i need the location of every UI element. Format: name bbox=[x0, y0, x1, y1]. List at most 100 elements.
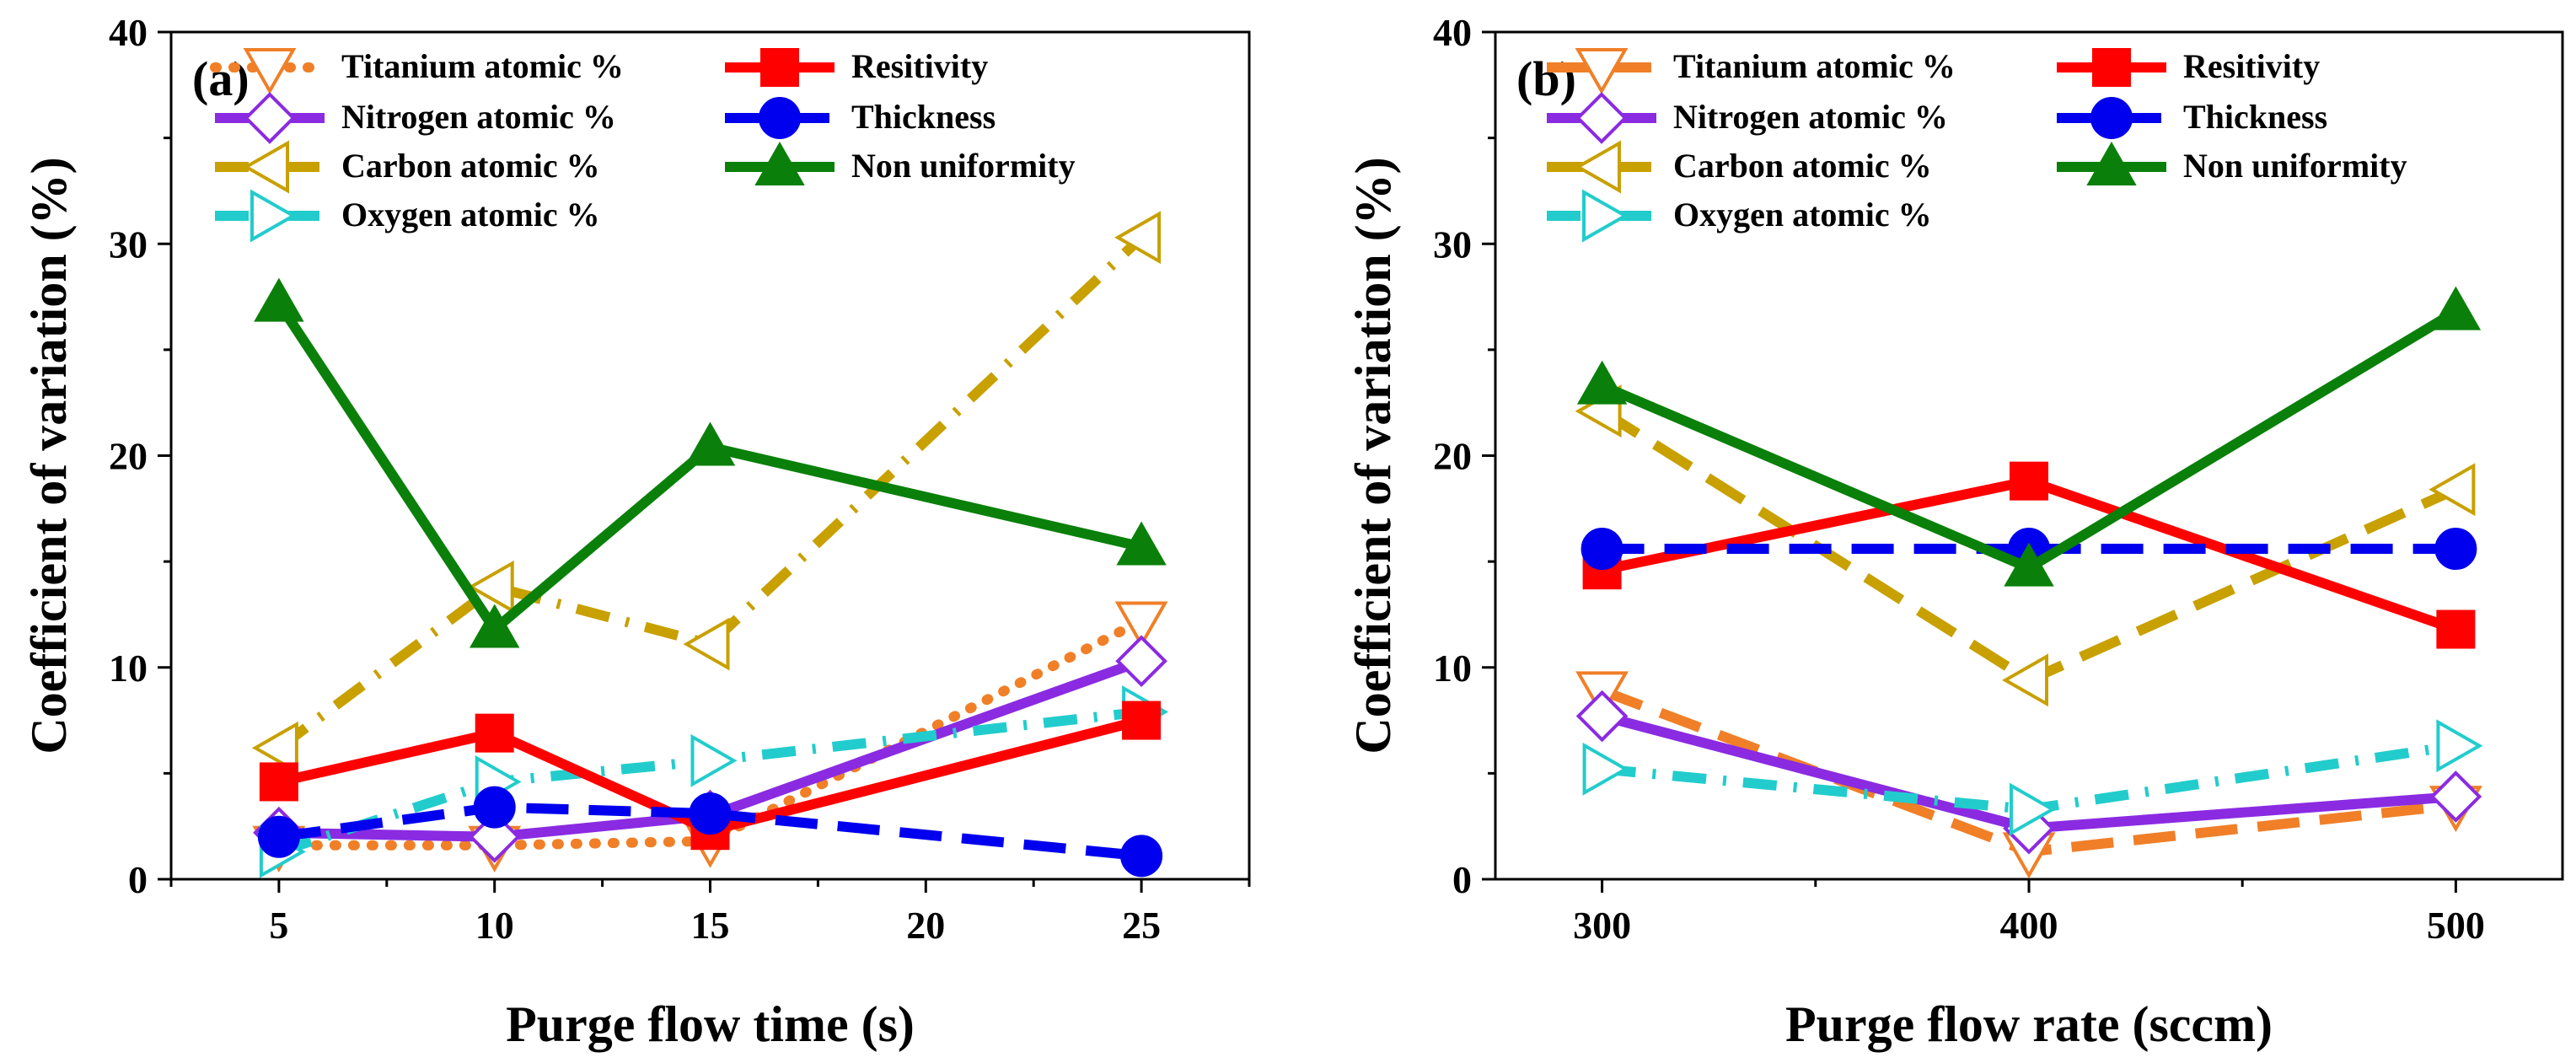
legend-entry-a-oxygen-atomic: Oxygen atomic % bbox=[215, 189, 600, 243]
x-tick-label-a-1: 10 bbox=[475, 904, 514, 947]
legend-marker-a-thickness bbox=[759, 97, 801, 139]
legend-marker-a-resitivity bbox=[760, 48, 799, 87]
data-point-a-carbon-atomic-2 bbox=[683, 617, 730, 671]
legend-marker-b-oxygen-atomic bbox=[1582, 189, 1629, 243]
legend-label-b-titanium-atomic: Titanium atomic % bbox=[1673, 47, 1956, 85]
data-point-b-carbon-atomic-2 bbox=[2428, 463, 2476, 517]
legend-label-b-carbon-atomic: Carbon atomic % bbox=[1673, 147, 1932, 185]
legend-marker-a-nitrogen-atomic bbox=[244, 92, 296, 144]
y-axis-title-b: Coefficient of variation (%) bbox=[1345, 157, 1401, 754]
data-point-a-thickness-1 bbox=[473, 786, 516, 829]
x-tick-label-a-0: 5 bbox=[269, 904, 288, 947]
data-point-a-resitivity-1 bbox=[475, 713, 514, 753]
data-point-b-carbon-atomic-1 bbox=[2001, 653, 2048, 707]
data-point-b-non-uniformity-2 bbox=[2430, 286, 2482, 330]
data-point-a-non-uniformity-2 bbox=[684, 421, 736, 466]
data-point-a-titanium-atomic-3 bbox=[1114, 601, 1168, 648]
data-point-a-oxygen-atomic-2 bbox=[690, 733, 738, 787]
legend-label-a-non-uniformity: Non uniformity bbox=[851, 147, 1076, 185]
data-point-a-thickness-0 bbox=[257, 815, 300, 858]
legend-label-a-carbon-atomic: Carbon atomic % bbox=[341, 147, 600, 185]
x-tick-label-a-2: 15 bbox=[691, 904, 730, 947]
legend-entry-b-resitivity: Resitivity bbox=[2057, 47, 2320, 87]
x-tick-label-a-3: 20 bbox=[906, 904, 945, 947]
series-a-carbon-atomic bbox=[251, 211, 1162, 775]
legend-entry-b-non-uniformity: Non uniformity bbox=[2057, 141, 2407, 185]
data-point-b-resitivity-1 bbox=[2010, 461, 2048, 501]
series-line-a-non-uniformity bbox=[274, 300, 1143, 637]
legend-marker-a-oxygen-atomic bbox=[250, 189, 298, 243]
data-point-a-thickness-2 bbox=[689, 792, 732, 835]
data-point-b-oxygen-atomic-1 bbox=[2010, 782, 2057, 836]
y-axis-title-a: Coefficient of variation (%) bbox=[21, 157, 77, 754]
y-tick-label-b-4: 40 bbox=[1433, 11, 1472, 54]
data-point-b-nitrogen-atomic-2 bbox=[2429, 770, 2482, 823]
data-point-a-non-uniformity-1 bbox=[469, 604, 520, 648]
legend-label-a-resitivity: Resitivity bbox=[851, 47, 988, 85]
legend-label-a-titanium-atomic: Titanium atomic % bbox=[341, 47, 624, 85]
legend-entry-a-nitrogen-atomic: Nitrogen atomic % bbox=[215, 92, 616, 144]
y-tick-label-a-3: 30 bbox=[109, 223, 148, 266]
legend-entry-b-oxygen-atomic: Oxygen atomic % bbox=[1547, 189, 1932, 243]
x-tick-label-b-1: 400 bbox=[2000, 904, 2058, 947]
series-line-a-thickness bbox=[278, 802, 1142, 862]
data-point-b-thickness-0 bbox=[1580, 528, 1623, 571]
legend-label-b-non-uniformity: Non uniformity bbox=[2183, 147, 2407, 185]
legend-marker-a-non-uniformity bbox=[754, 141, 805, 185]
data-point-b-non-uniformity-0 bbox=[1576, 360, 1628, 405]
data-point-a-resitivity-0 bbox=[259, 762, 298, 802]
data-point-a-non-uniformity-3 bbox=[1116, 521, 1167, 566]
legend-entry-b-carbon-atomic: Carbon atomic % bbox=[1547, 140, 1932, 194]
data-point-b-non-uniformity-1 bbox=[2004, 542, 2054, 587]
legend-marker-b-resitivity bbox=[2092, 48, 2131, 87]
panel-label-a: (a) bbox=[192, 51, 250, 106]
series-line-a-titanium-atomic bbox=[273, 615, 1147, 851]
legend-marker-b-nitrogen-atomic bbox=[1575, 92, 1628, 144]
series-line-a-oxygen-atomic bbox=[277, 706, 1142, 857]
data-point-a-carbon-atomic-3 bbox=[1114, 211, 1162, 265]
legend-entry-a-titanium-atomic: Titanium atomic % bbox=[210, 47, 624, 95]
data-point-a-carbon-atomic-1 bbox=[467, 560, 514, 614]
legend-label-a-oxygen-atomic: Oxygen atomic % bbox=[341, 196, 600, 234]
y-tick-label-b-3: 30 bbox=[1433, 223, 1472, 266]
y-tick-label-a-1: 10 bbox=[109, 647, 148, 690]
legend-marker-a-titanium-atomic bbox=[243, 48, 297, 95]
legend-marker-b-thickness bbox=[2090, 97, 2133, 139]
legend-entry-b-titanium-atomic: Titanium atomic % bbox=[1547, 47, 1956, 95]
legend-entry-a-thickness: Thickness bbox=[725, 97, 996, 139]
y-tick-label-a-2: 20 bbox=[109, 435, 148, 478]
x-tick-label-b-2: 500 bbox=[2427, 904, 2485, 947]
legend-marker-a-carbon-atomic bbox=[242, 140, 289, 194]
series-a-thickness bbox=[257, 786, 1163, 878]
data-point-b-resitivity-2 bbox=[2436, 609, 2476, 649]
panel-a: 0 10 20 30 40 5 10 15 20 25 Purge flow time (s) Coe… bbox=[21, 11, 1251, 1052]
legend-label-a-nitrogen-atomic: Nitrogen atomic % bbox=[341, 98, 616, 136]
legend-label-b-nitrogen-atomic: Nitrogen atomic % bbox=[1673, 98, 1948, 136]
panel-label-b: (b) bbox=[1516, 51, 1576, 106]
legend-marker-b-titanium-atomic bbox=[1575, 48, 1629, 95]
panel-b: 0 10 20 30 40 300 400 500 Purge flow rate (sccm)… bbox=[1345, 11, 2564, 1052]
legend-label-a-thickness: Thickness bbox=[851, 98, 996, 136]
data-point-a-thickness-3 bbox=[1120, 835, 1163, 878]
series-b-oxygen-atomic bbox=[1582, 719, 2483, 836]
y-tick-label-b-2: 20 bbox=[1433, 435, 1472, 478]
legend-marker-b-carbon-atomic bbox=[1574, 140, 1621, 194]
data-point-a-nitrogen-atomic-1 bbox=[468, 810, 521, 863]
series-b-non-uniformity bbox=[1576, 286, 2482, 587]
legend-entry-b-nitrogen-atomic: Nitrogen atomic % bbox=[1547, 92, 1948, 144]
legend-label-b-oxygen-atomic: Oxygen atomic % bbox=[1673, 196, 1932, 234]
x-tick-label-a-4: 25 bbox=[1122, 904, 1161, 947]
y-tick-label-b-1: 10 bbox=[1433, 647, 1472, 690]
legend-marker-b-non-uniformity bbox=[2086, 141, 2137, 185]
series-line-a-carbon-atomic bbox=[276, 234, 1146, 753]
y-tick-label-a-0: 0 bbox=[128, 858, 148, 901]
legend-entry-a-non-uniformity: Non uniformity bbox=[725, 141, 1076, 185]
legend-entry-a-resitivity: Resitivity bbox=[725, 47, 988, 87]
x-tick-label-b-0: 300 bbox=[1573, 904, 1631, 947]
x-axis-title-a: Purge flow time (s) bbox=[506, 996, 915, 1052]
legend-entry-a-carbon-atomic: Carbon atomic % bbox=[215, 140, 600, 194]
series-b-nitrogen-atomic bbox=[1575, 690, 2482, 855]
series-a-non-uniformity bbox=[254, 277, 1167, 648]
data-point-a-resitivity-3 bbox=[1122, 701, 1162, 740]
